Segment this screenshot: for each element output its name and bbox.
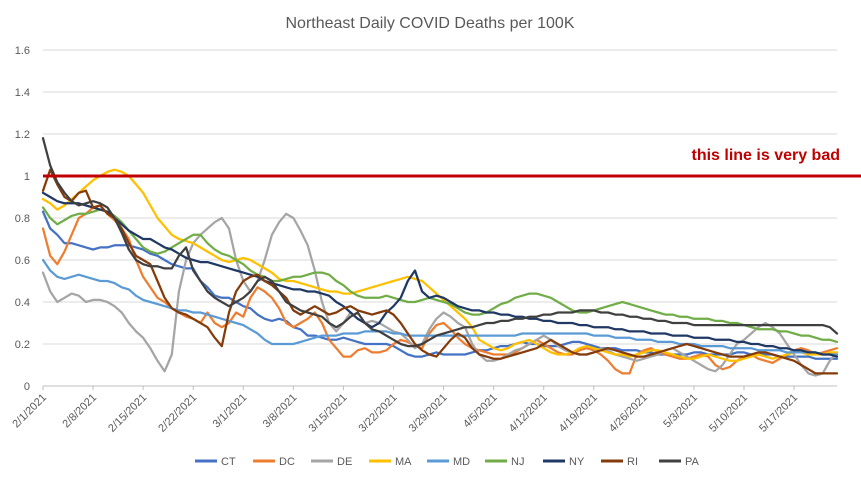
y-tick-label: 0.8 [15,213,30,225]
series-lines [41,137,839,377]
legend-label-ri: RI [627,456,638,468]
y-tick-label: 1 [24,171,30,183]
series-line-ny [41,191,839,358]
legend: CT DC DE MA MD NJ NY RI PA [195,456,700,468]
legend-label-ma: MA [395,456,412,468]
y-tick-label: 0.6 [15,255,30,267]
y-tick-label: 1.2 [15,129,30,141]
y-tick-label: 0.4 [15,297,30,309]
series-line-ri [41,168,839,375]
series-line-pa [41,137,839,348]
reference-line-label: this line is very bad [692,147,841,164]
series-line-nj [41,206,839,344]
series-line-de [41,212,839,377]
legend-label-dc: DC [279,456,295,468]
legend-label-md: MD [453,456,470,468]
reference-line-group: this line is very bad [43,147,861,178]
y-tick-label: 1.6 [15,45,30,57]
chart-title: Northeast Daily COVID Deaths per 100K [285,15,574,32]
legend-label-pa: PA [685,456,700,468]
legend-label-de: DE [337,456,352,468]
legend-label-nj: NJ [511,456,524,468]
legend-label-ct: CT [221,456,236,468]
y-tick-label: 0.2 [15,339,30,351]
y-axis-ticks: 0 0.2 0.4 0.6 0.8 1 1.2 1.4 1.6 [15,45,30,393]
y-tick-label: 1.4 [15,87,30,99]
y-tick-label: 0 [24,381,30,393]
legend-label-ny: NY [569,456,585,468]
